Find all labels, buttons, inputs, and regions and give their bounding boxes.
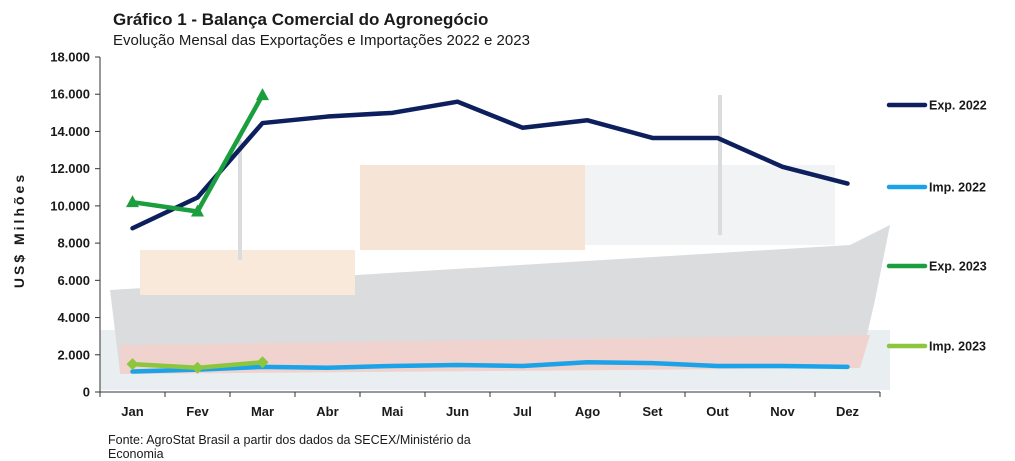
- x-tick-label: Mar: [251, 404, 274, 419]
- series-line: [130, 92, 265, 214]
- axes: 0 2.000 4.000 6.000 8.000 10.000 12.000 14.000 1…: [50, 50, 881, 419]
- y-tick-label: 8.000: [57, 236, 90, 251]
- data-point-marker: [126, 195, 139, 208]
- series-imp-2023: [126, 356, 269, 374]
- x-tick-label: Jul: [513, 404, 532, 419]
- data-point-marker: [256, 88, 269, 101]
- data-point-marker: [256, 356, 269, 369]
- chart-title: Gráfico 1 - Balança Comercial do Agroneg…: [113, 10, 489, 29]
- x-tick-label: Jan: [121, 404, 143, 419]
- source-note: Fonte: AgroStat Brasil a partir dos dado…: [108, 433, 471, 461]
- ship-background-image: [100, 95, 890, 390]
- x-tick-label: Nov: [770, 404, 795, 419]
- series-exp-2023: [126, 88, 269, 217]
- legend-label: Exp. 2022: [929, 99, 987, 113]
- legend-item: Imp. 2022: [886, 181, 986, 195]
- data-point-marker: [191, 204, 204, 217]
- y-tick-label: 16.000: [50, 87, 90, 102]
- legend-label: Exp. 2023: [929, 260, 987, 274]
- x-tick-label: Abr: [316, 404, 338, 419]
- x-tick-label: Ago: [575, 404, 600, 419]
- y-tick-label: 2.000: [57, 347, 90, 362]
- y-tick-label: 12.000: [50, 161, 90, 176]
- y-tick-label: 10.000: [50, 198, 90, 213]
- y-tick-label: 4.000: [57, 310, 90, 325]
- x-tick-label: Dez: [836, 404, 860, 419]
- y-tick-label: 18.000: [50, 50, 90, 65]
- series-exp-2022: [130, 99, 850, 231]
- y-tick-label: 14.000: [50, 124, 90, 139]
- x-tick-label: Out: [706, 404, 729, 419]
- legend-item: Exp. 2022: [886, 99, 987, 113]
- chart-subtitle: Evolução Mensal das Exportações e Import…: [113, 32, 530, 49]
- x-tick-label: Mai: [382, 404, 404, 419]
- legend-item: Imp. 2023: [886, 340, 986, 354]
- legend: Exp. 2022 Imp. 2022 Exp. 2023 Imp. 2023: [886, 99, 987, 354]
- y-tick-label: 6.000: [57, 273, 90, 288]
- series-line: [130, 99, 850, 231]
- legend-label: Imp. 2022: [929, 181, 986, 195]
- x-tick-label: Set: [642, 404, 663, 419]
- y-tick-label: 0: [83, 385, 90, 400]
- data-point-marker: [191, 361, 204, 374]
- y-axis-label: US$ Milhões: [11, 172, 27, 288]
- legend-label: Imp. 2023: [929, 340, 986, 354]
- x-tick-label: Jun: [446, 404, 469, 419]
- series-layer: [126, 88, 850, 374]
- legend-item: Exp. 2023: [886, 260, 987, 274]
- series-line: [130, 359, 850, 374]
- data-point-marker: [126, 358, 139, 371]
- x-tick-label: Fev: [186, 404, 209, 419]
